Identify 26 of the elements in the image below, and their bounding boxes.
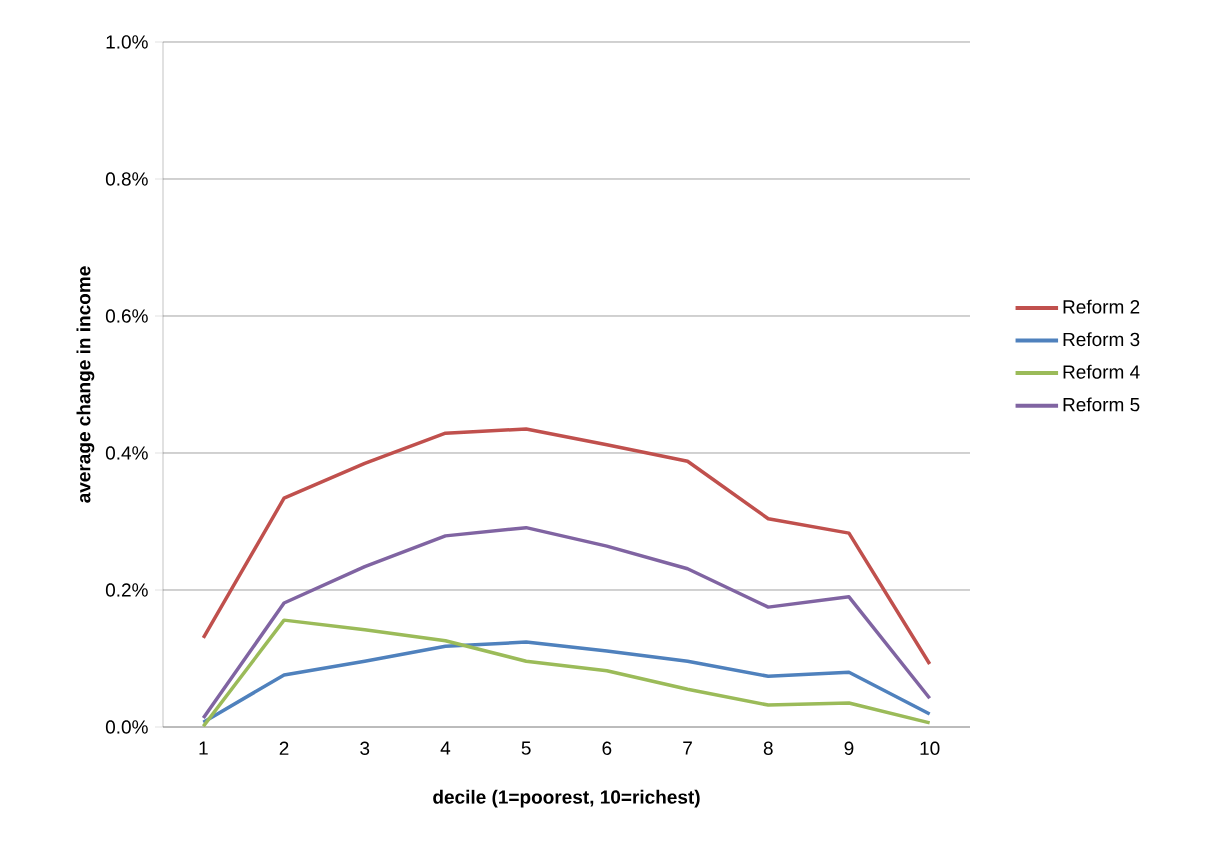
y-tick-label: 0.6% [105,309,148,323]
x-tick-label: 7 [683,741,692,755]
line-series [201,427,932,666]
x-tick-label: 6 [602,741,612,755]
x-tick-label: 4 [440,741,451,755]
line-series [201,618,932,727]
legend-label: Reform 3 [1063,332,1140,347]
y-tick-label: 0.0% [105,720,148,734]
x-tick-label: 3 [360,741,370,755]
legend-label: Reform 4 [1063,364,1140,379]
y-tick-label: 0.4% [105,446,148,460]
x-tick-label: 9 [844,741,854,755]
y-axis-title: average change in income [76,266,95,503]
line-series [201,640,932,724]
y-tick-label: 0.8% [105,172,148,186]
x-tick-label: 1 [199,741,208,755]
x-axis-title: decile (1=poorest, 10=richest) [433,789,700,808]
x-tick-label: 5 [521,741,531,755]
x-tick-label: 2 [279,741,289,755]
line-series [201,525,932,720]
x-tick-label: 8 [763,741,773,755]
legend-label: Reform 2 [1063,299,1140,314]
y-tick-label: 1.0% [106,35,148,49]
y-tick-label: 0.2% [105,583,148,597]
legend-label: Reform 5 [1063,397,1140,412]
x-tick-label: 10 [920,741,940,755]
